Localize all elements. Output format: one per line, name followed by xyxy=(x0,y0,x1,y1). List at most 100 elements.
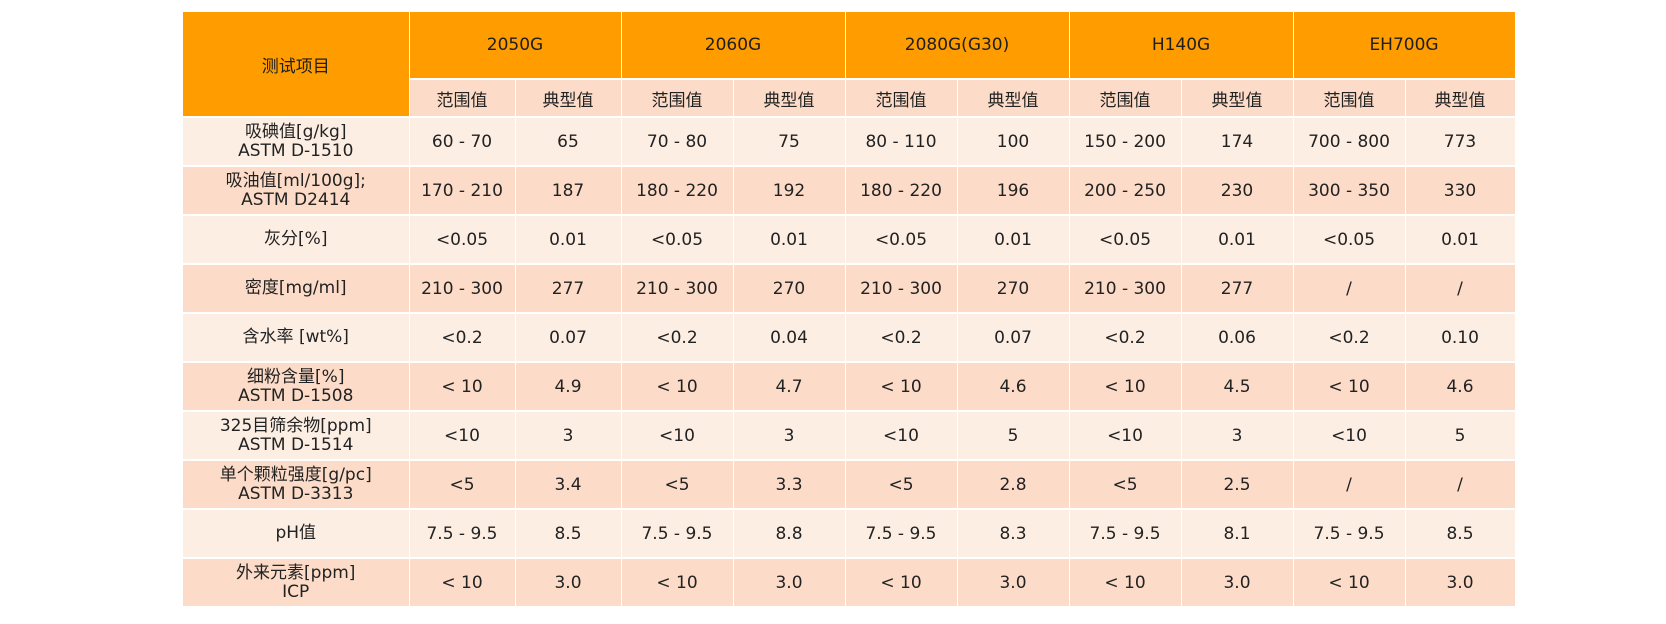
range-value-cell: <0.05 xyxy=(409,215,516,265)
test-item-label: pH值 xyxy=(275,523,317,543)
table-row: 密度[mg/ml] 210 - 300 277 210 - 300 270 210 - 3… xyxy=(183,264,1516,314)
range-value-cell: 700 - 800 xyxy=(1293,117,1406,167)
range-value-cell: <5 xyxy=(1069,460,1182,510)
range-value-cell: 170 - 210 xyxy=(409,166,516,216)
test-item-label: 325目筛余物[ppm] xyxy=(219,415,372,436)
test-item-cell: 单个颗粒强度[g/pc] ASTM D-3313 xyxy=(183,460,410,510)
typical-value-cell: 4.7 xyxy=(733,362,846,412)
typical-value-cell: 4.6 xyxy=(1405,362,1516,412)
range-value-cell: <0.05 xyxy=(1069,215,1182,265)
typical-value-cell: 3.0 xyxy=(957,558,1070,608)
typical-value-cell: 3.0 xyxy=(1181,558,1294,608)
test-item-label: 密度[mg/ml] xyxy=(244,278,347,298)
typical-value-header: 典型值 xyxy=(733,79,846,118)
spec-table: 测试项目 2050G 2060G 2080G(G30) H140G EH700G… xyxy=(183,12,1516,608)
range-value-cell: < 10 xyxy=(845,558,958,608)
test-item-cell: 密度[mg/ml] xyxy=(183,264,410,314)
range-value-cell: < 10 xyxy=(845,362,958,412)
typical-value-cell: 0.01 xyxy=(515,215,622,265)
typical-value-cell: 773 xyxy=(1405,117,1516,167)
typical-value-cell: 0.01 xyxy=(1181,215,1294,265)
test-item-label: 单个颗粒强度[g/pc] xyxy=(219,464,372,485)
test-item-label: 吸油值[ml/100g]; xyxy=(225,170,366,191)
test-item-cell: 325目筛余物[ppm] ASTM D-1514 xyxy=(183,411,410,461)
test-item-label: 灰分[%] xyxy=(264,229,328,249)
range-value-cell: <0.2 xyxy=(1069,313,1182,363)
range-value-header: 范围值 xyxy=(1293,79,1406,118)
typical-value-cell: 3.0 xyxy=(515,558,622,608)
typical-value-cell: 3.3 xyxy=(733,460,846,510)
typical-value-cell: / xyxy=(1405,264,1516,314)
test-item-label: ASTM D-1514 xyxy=(238,434,354,455)
range-value-cell: < 10 xyxy=(621,558,734,608)
table-row: 单个颗粒强度[g/pc] ASTM D-3313 <5 3.4 <5 3.3 <5 2.8 <5… xyxy=(183,460,1516,510)
typical-value-cell: 100 xyxy=(957,117,1070,167)
range-value-cell: <10 xyxy=(1069,411,1182,461)
typical-value-cell: 3 xyxy=(733,411,846,461)
typical-value-cell: 0.01 xyxy=(733,215,846,265)
test-item-header: 测试项目 xyxy=(183,12,410,118)
typical-value-cell: 192 xyxy=(733,166,846,216)
typical-value-header: 典型值 xyxy=(1181,79,1294,118)
typical-value-cell: 0.07 xyxy=(957,313,1070,363)
range-value-cell: < 10 xyxy=(409,558,516,608)
typical-value-cell: 0.04 xyxy=(733,313,846,363)
range-value-cell: / xyxy=(1293,460,1406,510)
typical-value-cell: 0.10 xyxy=(1405,313,1516,363)
typical-value-cell: 8.1 xyxy=(1181,509,1294,559)
range-value-cell: <0.2 xyxy=(409,313,516,363)
typical-value-cell: 8.3 xyxy=(957,509,1070,559)
range-value-header: 范围值 xyxy=(1069,79,1182,118)
typical-value-cell: 0.06 xyxy=(1181,313,1294,363)
table-row: 吸碘值[g/kg] ASTM D-1510 60 - 70 65 70 - 80 75 80… xyxy=(183,117,1516,167)
range-value-cell: <10 xyxy=(845,411,958,461)
table-row: 含水率 [wt%] <0.2 0.07 <0.2 0.04 <0.2 0.07 <0.2 0.0… xyxy=(183,313,1516,363)
range-value-cell: <0.2 xyxy=(845,313,958,363)
range-value-cell: <5 xyxy=(409,460,516,510)
range-value-cell: 7.5 - 9.5 xyxy=(621,509,734,559)
test-item-label: 含水率 [wt%] xyxy=(242,327,349,347)
typical-value-cell: 0.07 xyxy=(515,313,622,363)
range-value-cell: 180 - 220 xyxy=(621,166,734,216)
typical-value-cell: 4.5 xyxy=(1181,362,1294,412)
typical-value-cell: 277 xyxy=(1181,264,1294,314)
range-value-cell: <0.2 xyxy=(621,313,734,363)
typical-value-cell: 270 xyxy=(733,264,846,314)
range-value-cell: <5 xyxy=(845,460,958,510)
typical-value-cell: 5 xyxy=(957,411,1070,461)
table-row: 细粉含量[%] ASTM D-1508 < 10 4.9 < 10 4.7 < 10 4.6 <… xyxy=(183,362,1516,412)
spec-table-container: 测试项目 2050G 2060G 2080G(G30) H140G EH700G… xyxy=(183,12,1516,608)
grade-header: EH700G xyxy=(1293,12,1516,80)
range-value-cell: <10 xyxy=(409,411,516,461)
table-row: 吸油值[ml/100g]; ASTM D2414 170 - 210 187 180 -… xyxy=(183,166,1516,216)
range-value-cell: 7.5 - 9.5 xyxy=(845,509,958,559)
typical-value-cell: 270 xyxy=(957,264,1070,314)
typical-value-header: 典型值 xyxy=(957,79,1070,118)
range-value-cell: <10 xyxy=(621,411,734,461)
typical-value-cell: 3 xyxy=(1181,411,1294,461)
typical-value-cell: 174 xyxy=(1181,117,1294,167)
range-value-cell: 180 - 220 xyxy=(845,166,958,216)
test-item-cell: pH值 xyxy=(183,509,410,559)
range-value-cell: 200 - 250 xyxy=(1069,166,1182,216)
range-value-cell: < 10 xyxy=(409,362,516,412)
typical-value-cell: 8.5 xyxy=(1405,509,1516,559)
typical-value-cell: 4.9 xyxy=(515,362,622,412)
typical-value-header: 典型值 xyxy=(515,79,622,118)
test-item-cell: 外来元素[ppm] ICP xyxy=(183,558,410,608)
table-row: 325目筛余物[ppm] ASTM D-1514 <10 3 <10 3 <10 5 <10 3 <… xyxy=(183,411,1516,461)
range-value-cell: 210 - 300 xyxy=(409,264,516,314)
range-value-cell: <10 xyxy=(1293,411,1406,461)
test-item-cell: 吸油值[ml/100g]; ASTM D2414 xyxy=(183,166,410,216)
range-value-cell: 210 - 300 xyxy=(845,264,958,314)
range-value-cell: 60 - 70 xyxy=(409,117,516,167)
grade-header: 2060G xyxy=(621,12,846,80)
typical-value-cell: 0.01 xyxy=(1405,215,1516,265)
typical-value-cell: 4.6 xyxy=(957,362,1070,412)
typical-value-cell: 330 xyxy=(1405,166,1516,216)
range-value-cell: < 10 xyxy=(1069,558,1182,608)
range-value-cell: 7.5 - 9.5 xyxy=(1293,509,1406,559)
range-value-header: 范围值 xyxy=(621,79,734,118)
typical-value-cell: 3.0 xyxy=(1405,558,1516,608)
range-value-cell: < 10 xyxy=(1069,362,1182,412)
